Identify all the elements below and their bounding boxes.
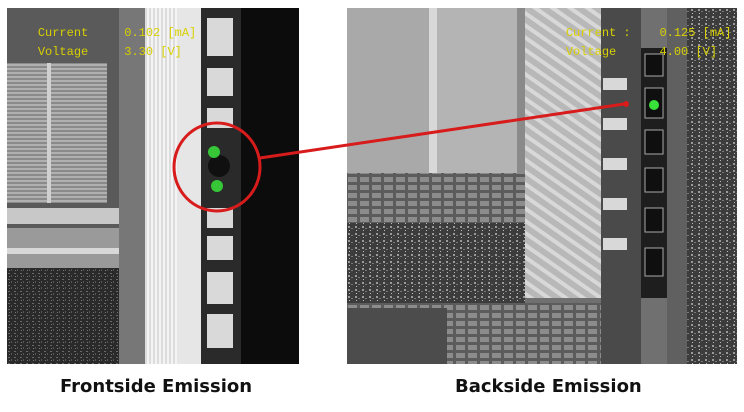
backside-current-readout: Current : 0.125 [mA]	[537, 11, 732, 56]
frontside-voltage-label: Voltage	[37, 45, 89, 59]
backside-caption: Backside Emission	[455, 376, 642, 397]
frontside-caption: Frontside Emission	[60, 376, 253, 397]
backside-voltage-readout: Voltage 4.00 [V]	[537, 30, 717, 75]
backside-emission-image: Current : 0.125 [mA] Voltage 4.00 [V]	[347, 8, 737, 364]
frontside-current-value: 0.102 [mA]	[124, 26, 197, 40]
frontside-voltage-readout: Voltage 3.30 [V]	[9, 30, 182, 75]
backside-current-label: Current :	[565, 26, 631, 40]
backside-micrograph	[347, 8, 737, 364]
frontside-current-readout: Current 0.102 [mA]	[9, 11, 196, 56]
backside-current-value: 0.125 [mA]	[659, 26, 732, 40]
backside-voltage-label: Voltage	[565, 45, 617, 59]
frontside-current-label: Current	[37, 26, 89, 40]
frontside-voltage-value: 3.30 [V]	[124, 45, 182, 59]
frontside-emission-image: Current 0.102 [mA] Voltage 3.30 [V]	[7, 8, 299, 364]
backside-voltage-value: 4.00 [V]	[659, 45, 718, 59]
